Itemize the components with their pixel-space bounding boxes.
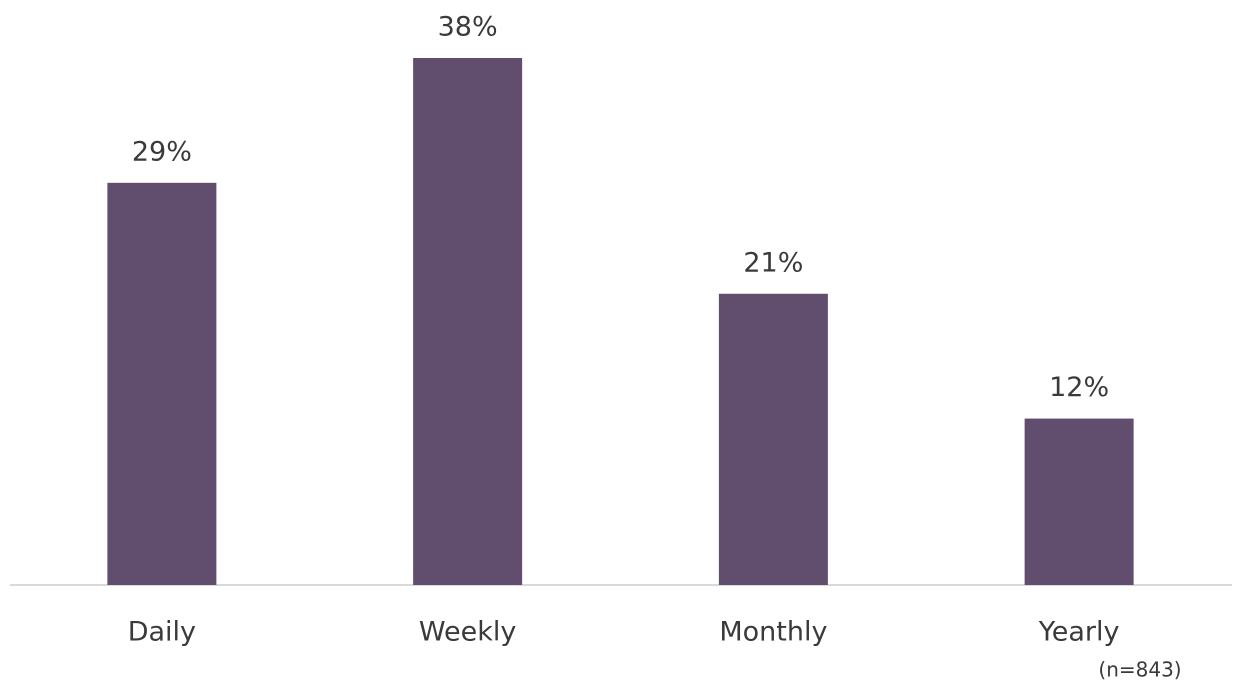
bar — [1024, 418, 1134, 585]
annotation: (n=843) — [1098, 658, 1181, 682]
value-label: 21% — [743, 247, 803, 278]
x-tick-label: Daily — [128, 617, 196, 648]
x-tick-label: Weekly — [419, 617, 516, 648]
value-label: 12% — [1049, 372, 1109, 403]
x-tick-label: Monthly — [719, 617, 827, 648]
x-tick-label: Yearly — [1038, 617, 1120, 648]
bar — [718, 293, 828, 585]
bar — [413, 58, 523, 585]
value-label: 29% — [132, 136, 192, 167]
bar — [107, 182, 217, 585]
value-label: 38% — [438, 12, 498, 43]
